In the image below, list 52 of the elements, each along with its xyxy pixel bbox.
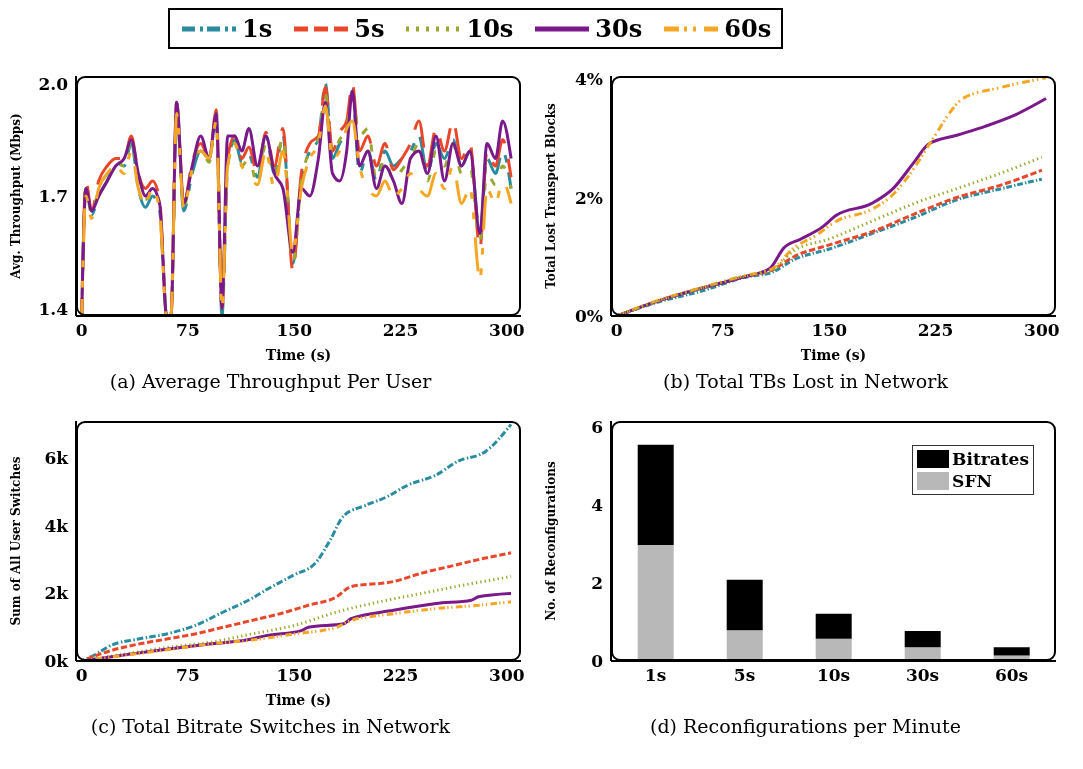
x-axis-title: Time (s): [800, 347, 867, 363]
y-tick-label: 4%: [575, 69, 603, 89]
legend-label: 10s: [466, 14, 514, 43]
x-tick-label: 150: [276, 665, 313, 686]
y-tick-label: 4: [591, 494, 604, 515]
y-tick-label: 6: [591, 416, 603, 437]
x-tick-label: 225: [917, 320, 954, 341]
y-axis-title: No. of Reconfigurations: [544, 460, 559, 621]
x-tick-label: 225: [382, 320, 419, 341]
x-tick-label: 300: [489, 665, 525, 686]
x-tick-label: 30s: [905, 665, 940, 686]
legend-label: SFN: [952, 471, 992, 491]
x-tick-label: 1s: [644, 665, 667, 686]
x-axis-title: Time (s): [265, 347, 332, 363]
text: (b) Total TBs Lost in Network: [662, 370, 949, 392]
legend-label: 30s: [595, 14, 643, 43]
y-tick-label: 2k: [44, 583, 70, 604]
x-tick-label: 0: [610, 320, 623, 341]
x-tick-label: 150: [811, 320, 848, 341]
x-tick-label: 300: [1024, 320, 1060, 341]
y-tick-label: 4k: [44, 515, 70, 536]
x-tick-label: 10s: [816, 665, 851, 686]
y-tick-label: 2.0: [38, 73, 69, 94]
y-axis-title: Avg. Throughput (Mbps): [9, 113, 24, 280]
x-tick-label: 0: [75, 665, 88, 686]
text: (d) Reconfigurations per Minute: [649, 715, 962, 737]
legend-label: 60s: [724, 14, 772, 43]
y-tick-label: 0k: [44, 651, 70, 672]
y-axis-title: Total Lost Transport Blocks: [544, 102, 559, 289]
x-tick-label: 75: [711, 320, 735, 341]
legend-label: Bitrates: [952, 449, 1029, 469]
x-tick-label: 0: [75, 320, 88, 341]
x-tick-label: 75: [176, 665, 200, 686]
y-tick-label: 1.7: [38, 186, 68, 207]
x-tick-label: 150: [276, 320, 313, 341]
y-tick-label: 0%: [575, 306, 603, 327]
x-tick-label: 5s: [733, 665, 756, 686]
y-tick-label: 2%: [575, 187, 603, 208]
y-tick-label: 0: [591, 651, 604, 672]
legend-label: 1s: [242, 14, 273, 43]
y-tick-label: 2: [591, 572, 603, 593]
x-axis-title: Time (s): [265, 692, 332, 708]
x-tick-label: 300: [489, 320, 525, 341]
x-tick-label: 225: [382, 665, 419, 686]
y-tick-label: 1.4: [38, 298, 69, 319]
text: (c) Total Bitrate Switches in Network: [89, 715, 452, 737]
y-axis-title: Sum of All User Switches: [9, 456, 24, 626]
x-tick-label: 75: [176, 320, 200, 341]
legend-label: 5s: [354, 14, 385, 43]
y-tick-label: 6k: [44, 448, 70, 469]
x-tick-label: 60s: [994, 665, 1029, 686]
text: (a) Average Throughput Per User: [108, 370, 433, 392]
